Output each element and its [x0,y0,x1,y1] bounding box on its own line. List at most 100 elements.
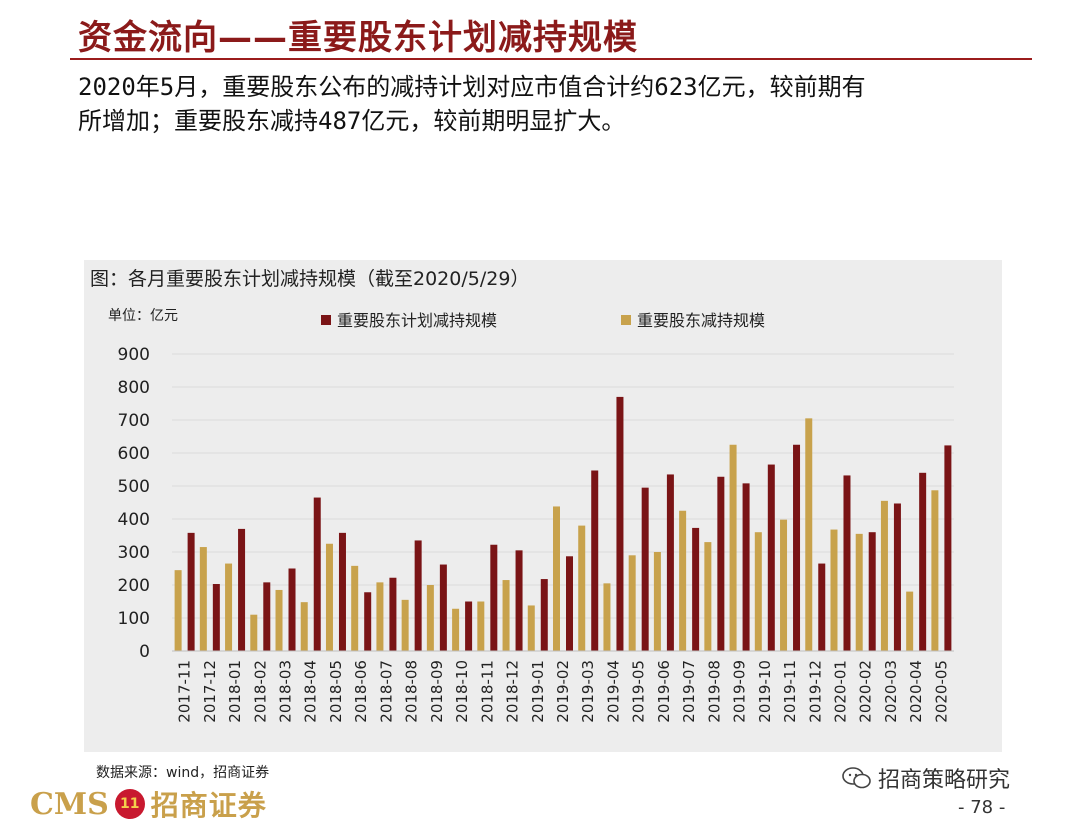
x-tick-label: 2017-12 [201,660,219,723]
logo-badge-icon: 11 [114,789,145,819]
bar-plan [868,532,876,651]
bar-actual [199,547,207,651]
x-tick-label: 2018-09 [428,660,446,723]
wechat-account: 招商策略研究 [842,762,1010,794]
legend: 重要股东计划减持规模 重要股东减持规模 [321,311,765,330]
bar-actual [830,529,838,651]
bar-actual [931,490,939,651]
x-tick-label: 2019-09 [731,660,749,723]
x-tick-label: 2018-12 [504,660,522,723]
bar-actual [780,519,788,651]
bar-actual [880,500,888,651]
x-tick-label: 2018-07 [377,660,395,723]
x-tick-label: 2018-10 [453,660,471,723]
x-tick-label: 2018-05 [327,660,345,723]
bar-actual [603,583,611,651]
bar-actual [805,418,813,651]
x-tick-label: 2019-07 [680,660,698,723]
bar-plan [666,474,674,651]
legend-label-plan: 重要股东计划减持规模 [337,311,497,330]
bar-plan [717,476,725,651]
bar-plan [338,532,346,651]
chart-title: 图：各月重要股东计划减持规模（截至2020/5/29） [90,268,530,290]
x-tick-label: 2019-02 [554,660,572,723]
x-tick-label: 2018-04 [302,660,320,723]
x-tick-label: 2019-08 [705,660,723,723]
bar-plan [591,470,599,651]
legend-swatch-plan [321,315,331,325]
y-tick-label: 800 [118,378,150,398]
legend-swatch-actual [621,315,631,325]
bar-plan [238,528,246,651]
page-title: 资金流向——重要股东计划减持规模 [78,18,638,58]
bar-actual [174,570,182,651]
bar-actual [729,444,737,651]
bar-plan [566,556,573,651]
x-tick-label: 2020-04 [907,660,925,723]
bar-plan [641,487,649,651]
x-tick-label: 2019-03 [579,660,597,723]
bar-actual [250,614,258,651]
bar-actual [401,599,409,651]
x-tick-label: 2019-06 [655,660,673,723]
bar-plan [389,577,397,651]
page-number: - 78 - [958,797,1006,818]
bar-plan [288,568,296,651]
y-tick-label: 600 [118,444,150,464]
bar-actual [452,608,460,651]
bar-plan [490,544,498,651]
y-axis-ticks: 0 100 200 300 400 500 600 700 800 900 [118,345,150,662]
bar-plan [793,444,801,651]
bar-plan [465,601,473,651]
bar-actual [300,602,308,651]
bar-actual [376,582,384,651]
x-tick-label: 2018-02 [251,660,269,723]
bar-plan [364,592,372,651]
bar-plan [540,579,548,651]
bar-plan [263,582,271,651]
x-tick-label: 2020-02 [857,660,875,723]
x-tick-label: 2019-12 [806,660,824,723]
bar-plan [919,472,927,651]
bar-actual [275,589,283,651]
bar-actual [527,605,535,651]
bar-actual [351,565,359,651]
summary-text: 2020年5月，重要股东公布的减持计划对应市值合计约623亿元，较前期有 所增加… [78,70,1028,138]
y-tick-label: 400 [118,510,150,530]
bar-plan [439,564,447,651]
x-tick-label: 2018-03 [277,660,295,723]
x-tick-label: 2019-05 [630,660,648,723]
x-tick-label: 2019-04 [604,660,622,723]
bar-plan [767,464,775,651]
x-tick-label: 2018-08 [403,660,421,723]
bar-plan [414,540,422,651]
x-tick-label: 2018-11 [478,660,496,723]
unit-label: 单位：亿元 [108,308,178,324]
x-tick-label: 2020-03 [882,660,900,723]
bar-plan [742,483,750,651]
y-tick-label: 700 [118,411,150,431]
bar-actual [628,555,636,651]
x-tick-label: 2019-10 [756,660,774,723]
bar-actual [477,601,485,651]
x-tick-label: 2020-05 [932,660,950,723]
company-logo: CMS 11 招商证券 [30,786,267,823]
bar-actual [653,552,661,651]
bar-actual [855,533,863,651]
x-tick-label: 2019-11 [781,660,799,723]
wechat-icon [842,767,871,789]
title-divider [70,58,1032,60]
bar-plan [893,503,901,651]
bar-plan [313,497,321,651]
summary-line-1: 2020年5月，重要股东公布的减持计划对应市值合计约623亿元，较前期有 [78,73,866,101]
bar-plan [187,532,195,651]
y-tick-label: 300 [118,543,150,563]
bar-actual [906,591,914,651]
bar-plan [515,550,523,651]
bar-actual [679,510,687,651]
legend-label-actual: 重要股东减持规模 [637,311,765,330]
y-tick-label: 200 [118,576,150,596]
bar-actual [578,525,586,651]
y-tick-label: 100 [118,609,150,629]
bar-actual [553,506,560,651]
